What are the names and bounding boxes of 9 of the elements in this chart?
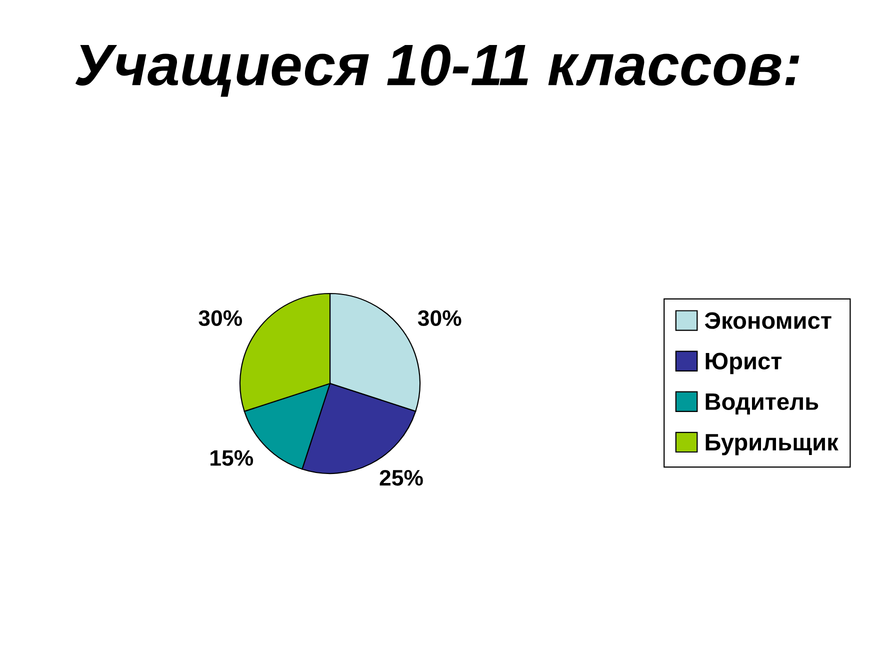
data-label: 30% bbox=[418, 310, 462, 326]
data-label: 15% bbox=[210, 450, 254, 466]
legend-label: Юрист bbox=[706, 352, 782, 374]
legend-label: Водитель bbox=[706, 394, 818, 414]
data-label: 30% bbox=[198, 310, 242, 326]
legend-label: Экономист bbox=[704, 312, 832, 329]
chart-title: Учащиеся 10-11 классов: bbox=[75, 44, 800, 97]
data-label: 25% bbox=[380, 470, 423, 486]
legend-label: Бурильщик bbox=[706, 434, 838, 456]
